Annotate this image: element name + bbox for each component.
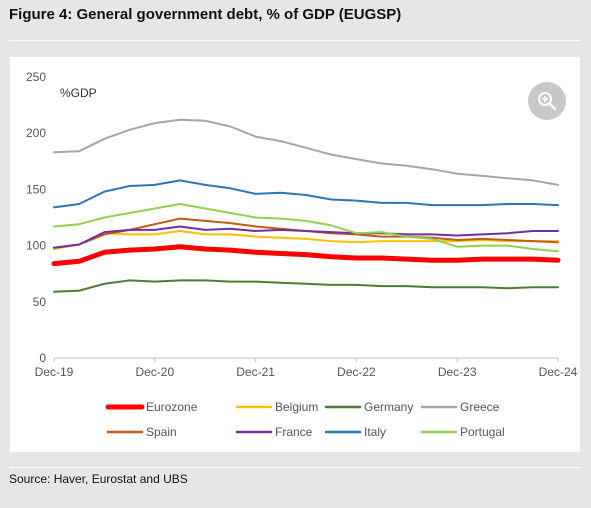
- y-tick-label: 200: [26, 126, 46, 140]
- legend-label-eurozone: Eurozone: [146, 400, 198, 414]
- legend-label-italy: Italy: [364, 425, 386, 439]
- legend-label-france: France: [275, 425, 313, 439]
- title-divider: [9, 40, 581, 41]
- series-line-spain: [53, 217, 559, 249]
- legend-label-spain: Spain: [146, 425, 177, 439]
- figure-title: Figure 4: General government debt, % of …: [9, 6, 402, 23]
- x-tick-label: Dec-21: [236, 365, 275, 379]
- series-line-eurozone: [51, 244, 561, 267]
- legend-label-greece: Greece: [460, 400, 500, 414]
- source-note: Source: Haver, Eurostat and UBS: [9, 472, 188, 486]
- legend-label-portugal: Portugal: [460, 425, 505, 439]
- y-tick-label: 0: [39, 351, 46, 365]
- legend-label-belgium: Belgium: [275, 400, 318, 414]
- source-divider: [9, 467, 581, 468]
- x-tick-label: Dec-19: [35, 365, 74, 379]
- y-unit-label: %GDP: [60, 86, 97, 100]
- x-tick-label: Dec-20: [135, 365, 174, 379]
- x-axis: Dec-19 Dec-20 Dec-21 Dec-22 Dec-23 Dec-24: [35, 357, 578, 379]
- zoom-in-icon: [538, 92, 557, 111]
- series-group: [51, 118, 561, 293]
- series-line-portugal: [53, 203, 559, 253]
- legend: Eurozone Belgium Germany Greece Spain France I…: [105, 400, 505, 439]
- y-tick-label: 150: [26, 182, 46, 196]
- series-line-germany: [53, 279, 559, 293]
- series-line-italy: [53, 179, 559, 209]
- x-tick-label: Dec-24: [539, 365, 578, 379]
- line-chart: 0 50 100 150 200 250 Dec-19 Dec-20 Dec-21 Dec-22…: [26, 70, 578, 439]
- y-tick-label: 250: [26, 70, 46, 84]
- zoom-in-button[interactable]: [528, 82, 566, 120]
- y-tick-label: 100: [26, 239, 46, 253]
- x-tick-label: Dec-23: [438, 365, 477, 379]
- series-line-france: [53, 225, 559, 249]
- chart-panel: 0 50 100 150 200 250 Dec-19 Dec-20 Dec-21 Dec-22…: [10, 57, 580, 452]
- series-line-greece: [53, 118, 559, 186]
- y-tick-label: 50: [33, 295, 47, 309]
- x-tick-label: Dec-22: [337, 365, 376, 379]
- legend-label-germany: Germany: [364, 400, 413, 414]
- y-axis: 0 50 100 150 200 250: [26, 70, 46, 365]
- series-line-belgium: [53, 230, 559, 250]
